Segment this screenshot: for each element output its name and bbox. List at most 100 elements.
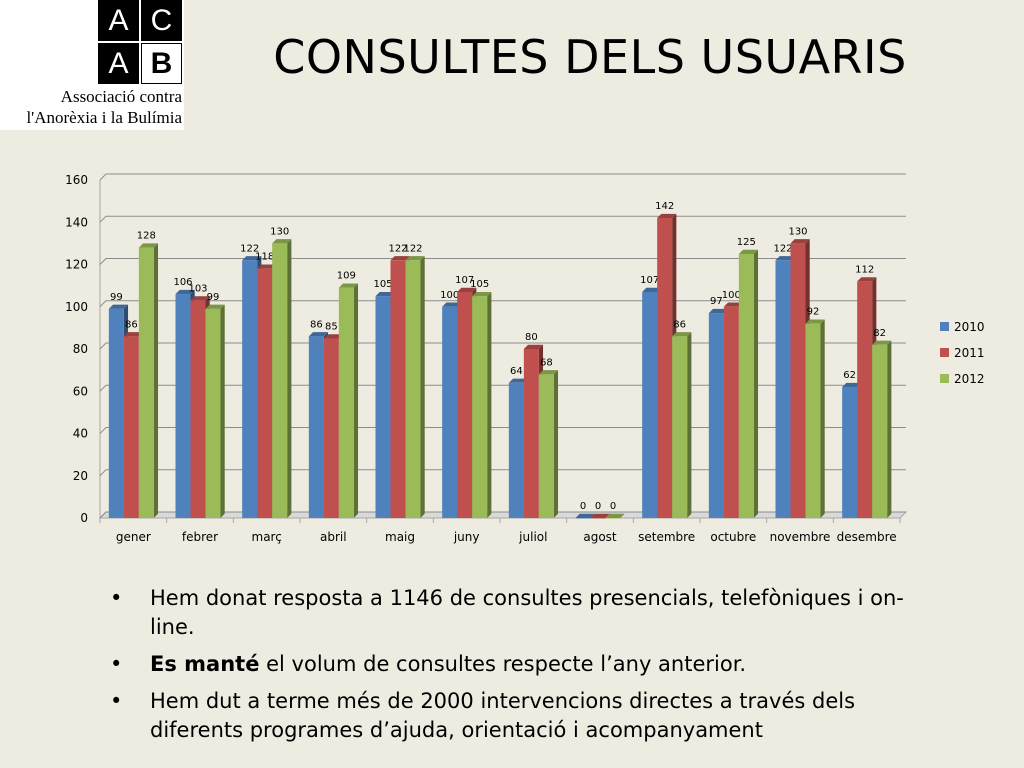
x-tick-label: maig [385, 530, 415, 544]
data-label: 142 [655, 201, 674, 212]
bar [338, 287, 354, 518]
legend-label: 2012 [954, 372, 985, 386]
bullet-item: • Hem dut a terme més de 2000 intervenci… [110, 687, 910, 745]
slide-title: CONSULTES DELS USUARIS [273, 30, 907, 84]
bar [175, 294, 191, 518]
data-label: 118 [255, 252, 274, 263]
y-tick-label: 100 [65, 300, 88, 314]
bar-top [523, 344, 544, 349]
bar [738, 253, 754, 518]
acab-logo: A C A B Associació contra l'Anorèxia i l… [0, 0, 184, 130]
bar-top [405, 256, 425, 261]
x-tick-label: juny [453, 530, 480, 544]
x-tick-label: desembre [837, 530, 897, 544]
bar-side [153, 243, 159, 518]
bar [775, 260, 791, 518]
gridline [99, 300, 906, 308]
x-tick-label: març [252, 530, 282, 544]
bar [872, 344, 888, 518]
bar [575, 518, 591, 519]
bar-top [508, 378, 529, 383]
data-label: 122 [773, 243, 792, 254]
data-label: 92 [807, 307, 820, 318]
y-tick-label: 80 [73, 342, 88, 356]
bullet-list: • Hem donat resposta a 1146 de consultes… [110, 584, 910, 753]
data-label: 97 [710, 296, 723, 307]
bar [390, 260, 406, 518]
bar-top [538, 370, 559, 375]
bar-top [338, 283, 359, 288]
gridline [99, 511, 906, 519]
logo-letter-c: C [141, 0, 182, 41]
bar-top [590, 513, 610, 518]
data-label: 99 [207, 292, 220, 303]
bar-top [190, 296, 210, 301]
bar-side [287, 239, 292, 519]
bar-top [857, 277, 877, 282]
y-tick-label: 20 [73, 469, 88, 483]
data-label: 122 [403, 243, 422, 254]
bar [805, 323, 821, 518]
logo-caption: Associació contra l'Anorèxia i la Bulími… [4, 86, 182, 128]
data-label: 82 [873, 328, 886, 339]
legend-label: 2011 [954, 346, 985, 360]
bullet-dot: • [110, 652, 123, 676]
bar-top [605, 513, 625, 518]
bar-top [390, 256, 410, 261]
y-tick-label: 0 [80, 511, 88, 525]
bar-top [308, 332, 329, 337]
bar [723, 306, 739, 518]
bar-side [487, 291, 492, 518]
bar-top [108, 304, 129, 309]
data-label: 68 [540, 357, 553, 368]
bar-side [820, 319, 825, 518]
data-label: 130 [788, 226, 807, 237]
bar-top [123, 332, 144, 337]
y-tick-label: 160 [65, 173, 88, 187]
bullet-text: Hem dut a terme més de 2000 intervencion… [150, 689, 856, 742]
bar [538, 374, 554, 518]
legend-swatch [940, 374, 949, 383]
bar [590, 518, 606, 519]
bar-top [175, 289, 195, 295]
bullet-text: Hem donat resposta a 1146 de consultes p… [150, 586, 904, 639]
bar [123, 336, 139, 518]
bar-top [375, 291, 395, 297]
bar [190, 300, 206, 518]
bar [375, 296, 391, 518]
bar-top [805, 319, 825, 324]
gridline [99, 215, 906, 223]
bar-side [687, 332, 692, 518]
logo-letter-b: B [141, 43, 182, 84]
data-label: 86 [310, 319, 323, 330]
bullet-item: • Hem donat resposta a 1146 de consultes… [110, 584, 910, 642]
gridline [99, 427, 906, 434]
data-label: 80 [525, 332, 538, 343]
data-label: 122 [240, 243, 259, 254]
x-tick-label: gener [116, 530, 151, 544]
bar-top [205, 304, 225, 309]
legend-swatch [940, 322, 949, 331]
data-label: 105 [470, 279, 489, 290]
bar [472, 296, 488, 518]
bar-top [723, 302, 744, 307]
bar-top [790, 239, 810, 244]
bar [242, 260, 258, 518]
data-label: 125 [737, 237, 756, 248]
data-label: 0 [580, 501, 586, 512]
bar [442, 306, 458, 518]
bar-top [257, 264, 277, 269]
bar [672, 336, 688, 518]
bar [138, 247, 154, 518]
data-label: 62 [843, 370, 856, 381]
bar-top [472, 291, 492, 297]
data-label: 86 [125, 319, 138, 330]
bar-side [353, 283, 359, 518]
data-label: 100 [440, 290, 459, 301]
bar-side [553, 370, 559, 518]
bar-side [887, 340, 892, 518]
bar-top [872, 340, 892, 345]
data-label: 122 [388, 243, 407, 254]
logo-letter-a-bottom: A [98, 43, 139, 84]
logo-letter-grid: A C A B [98, 0, 182, 84]
